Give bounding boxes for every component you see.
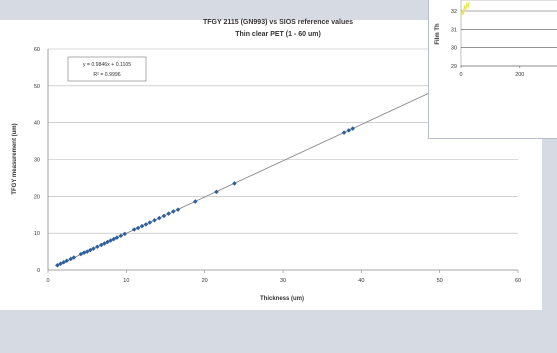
data-point <box>91 246 96 251</box>
y-tick-label: 60 <box>34 47 40 53</box>
chart-panel-lower <box>14 138 542 310</box>
y-tick-label: 40 <box>34 121 40 127</box>
y-tick-label: 20 <box>34 194 40 200</box>
x-tick-label: 10 <box>123 278 129 284</box>
data-point <box>78 251 84 257</box>
y-tick-label: 10 <box>34 231 40 237</box>
inset-x-tick-label: 0 <box>459 72 462 78</box>
y-tick-label: 0 <box>37 268 40 274</box>
y-tick-labels: 0 10 20 30 40 50 60 <box>34 47 40 274</box>
x-tick-labels: 0 10 20 30 40 50 60 <box>46 270 521 284</box>
data-point <box>88 247 93 253</box>
inset-chart: 29 30 31 32 0 200 Film Th <box>428 0 557 139</box>
y-axis-label: TFGY measurement (um) <box>12 123 18 194</box>
inset-x-tick-labels: 0 200 <box>459 66 524 78</box>
r-squared-label: R² = 0.9996 <box>93 72 120 78</box>
x-tick-label: 50 <box>437 278 443 284</box>
chart-panel-left <box>0 20 20 310</box>
inset-series-line <box>460 1 470 17</box>
data-point <box>346 128 352 133</box>
data-point <box>122 231 128 237</box>
chart-subtitle: Thin clear PET (1 - 60 um) <box>235 31 321 38</box>
inset-y-axis-label: Film Th <box>435 23 441 45</box>
inset-y-tick-label: 29 <box>451 64 457 70</box>
inset-plot-area <box>460 0 557 67</box>
data-point <box>84 249 90 254</box>
chart-panel <box>0 20 428 140</box>
x-axis-label: Thickness (um) <box>260 296 304 302</box>
inset-gridlines <box>461 10 557 67</box>
chart-title: TFGY 2115 (GN993) vs SIOS reference valu… <box>203 19 353 26</box>
y-tick-label: 50 <box>34 84 40 90</box>
equation-label: y = 0.9846x + 0.1105 <box>83 62 131 68</box>
x-tick-label: 60 <box>515 278 521 284</box>
inset-y-tick-label: 31 <box>451 27 457 33</box>
data-point <box>114 235 120 240</box>
x-tick-label: 20 <box>202 278 208 284</box>
x-tick-label: 0 <box>46 278 49 284</box>
x-tick-label: 40 <box>358 278 364 284</box>
data-point <box>108 238 113 243</box>
inset-y-tick-labels: 29 30 31 32 <box>451 9 457 70</box>
x-tick-label: 30 <box>280 278 286 284</box>
data-point <box>105 239 110 245</box>
data-point <box>95 244 100 250</box>
data-point <box>102 241 107 246</box>
data-point <box>99 242 104 248</box>
inset-y-tick-label: 30 <box>451 46 457 52</box>
inset-y-tick-label: 32 <box>451 9 457 15</box>
inset-x-tick-label: 200 <box>515 72 524 78</box>
inset-chart-svg: 29 30 31 32 0 200 Film Th <box>435 0 557 78</box>
data-point <box>118 233 124 239</box>
y-tick-label: 30 <box>34 158 40 164</box>
data-point <box>64 258 70 264</box>
equation-box <box>67 56 147 82</box>
data-point <box>341 130 347 135</box>
